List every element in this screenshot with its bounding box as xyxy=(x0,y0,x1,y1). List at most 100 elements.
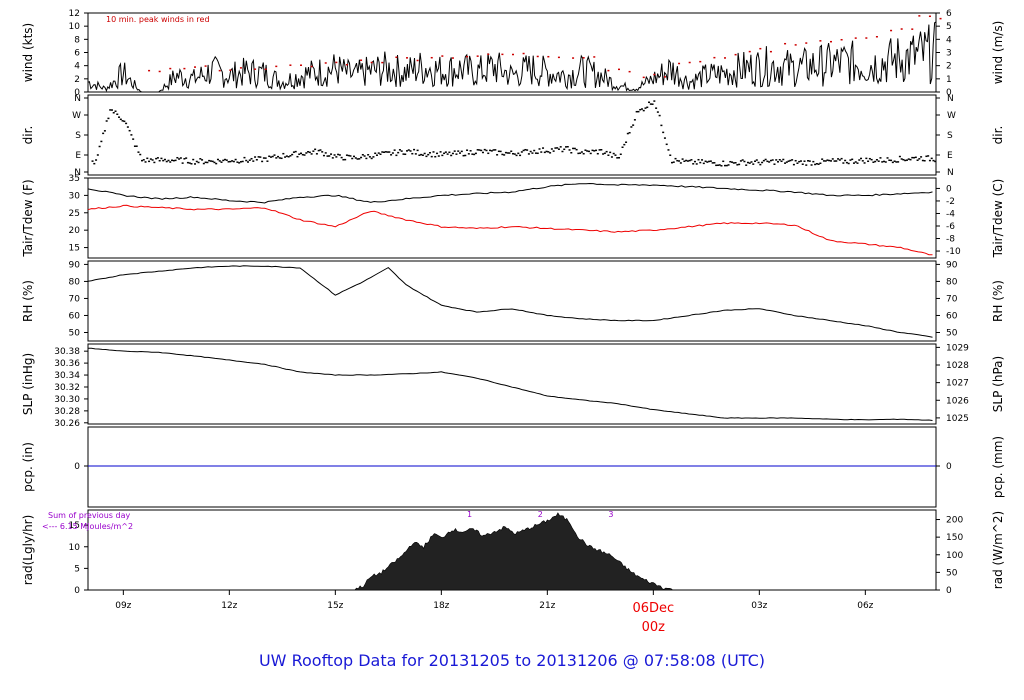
dir-point xyxy=(367,154,370,156)
dir-point xyxy=(708,160,711,163)
ytick-label: 30.30 xyxy=(54,395,80,405)
dir-point xyxy=(416,149,419,152)
ytick-label-right: 1027 xyxy=(946,379,969,389)
dir-point xyxy=(868,157,871,160)
peak-wind-point xyxy=(699,60,702,63)
ytick-label-right: 150 xyxy=(946,533,963,543)
peak-wind-point xyxy=(819,40,822,42)
dir-point xyxy=(139,153,142,156)
dir-point xyxy=(418,154,421,156)
dir-point xyxy=(616,157,619,159)
peak-wind-point xyxy=(713,56,716,59)
dir-point xyxy=(870,158,873,161)
xtick-label: 21z xyxy=(539,601,555,611)
dir-point xyxy=(176,156,179,159)
dir-point xyxy=(91,160,94,162)
dir-point xyxy=(471,153,474,155)
dir-point xyxy=(126,126,129,128)
peak-wind-point xyxy=(642,76,645,79)
dir-point xyxy=(487,152,490,155)
peak-wind-point xyxy=(618,68,620,71)
dir-point xyxy=(340,156,343,159)
ytick-label-right: E xyxy=(947,151,953,161)
dir-point xyxy=(895,161,898,163)
dir-point xyxy=(351,157,354,160)
dir-point xyxy=(602,153,605,155)
dir-point xyxy=(911,156,914,159)
dir-point xyxy=(496,154,499,156)
dir-point xyxy=(706,161,709,163)
dir-point xyxy=(522,149,525,152)
dir-point xyxy=(718,164,721,166)
dir-point xyxy=(317,149,320,152)
dir-point xyxy=(863,162,866,164)
ytick-label-right: 6 xyxy=(946,9,952,19)
dir-point xyxy=(787,160,790,162)
dir-point xyxy=(824,160,827,162)
dir-point xyxy=(151,159,154,161)
ytick-label-right: N xyxy=(947,94,954,104)
ytick-label-right: -8 xyxy=(946,235,955,245)
dir-point xyxy=(192,158,195,161)
dir-point xyxy=(439,151,442,153)
dir-point xyxy=(158,159,161,162)
dir-point xyxy=(752,163,755,165)
dir-point xyxy=(656,111,659,113)
dir-point xyxy=(227,161,230,163)
dir-point xyxy=(354,157,357,159)
ytick-label-right: 1025 xyxy=(946,414,969,424)
dir-point xyxy=(114,110,117,112)
dir-point xyxy=(540,151,543,153)
dir-point xyxy=(197,161,200,164)
dir-point xyxy=(614,154,617,156)
dir-point xyxy=(579,152,582,154)
dir-point xyxy=(512,152,514,155)
dir-point xyxy=(446,153,449,155)
ylabel-right: SLP (hPa) xyxy=(991,356,1005,412)
dir-point xyxy=(390,154,393,156)
dir-point xyxy=(844,159,847,162)
dir-point xyxy=(185,157,188,159)
dir-point xyxy=(559,146,562,148)
peak-wind-point xyxy=(430,56,433,59)
dir-point xyxy=(695,163,698,165)
dir-point xyxy=(807,160,810,162)
dir-point xyxy=(375,154,378,156)
dir-point xyxy=(144,161,147,163)
dir-point xyxy=(831,158,834,160)
dir-point xyxy=(662,131,665,134)
dir-point xyxy=(93,162,96,165)
ylabel-right: RH (%) xyxy=(991,280,1005,322)
dir-point xyxy=(102,132,105,135)
dir-point xyxy=(268,155,271,158)
dir-point xyxy=(363,155,366,157)
ytick-label: N xyxy=(74,94,81,104)
dir-point xyxy=(918,158,921,160)
dir-point xyxy=(501,153,504,156)
dir-point xyxy=(716,164,719,167)
dir-point xyxy=(473,153,476,156)
dir-point xyxy=(600,149,603,151)
dir-point xyxy=(570,152,573,154)
dir-point xyxy=(801,163,804,165)
ytick-label: 4 xyxy=(74,62,80,72)
dir-point xyxy=(469,150,472,152)
dir-point xyxy=(162,159,165,162)
dir-point xyxy=(534,152,537,154)
dir-point xyxy=(713,162,716,164)
ylabel-left: dir. xyxy=(21,126,35,145)
dir-point xyxy=(432,151,435,153)
ytick-label: 8 xyxy=(74,35,80,45)
dir-point xyxy=(883,160,885,163)
temp-series-line xyxy=(87,204,933,256)
ytick-label: 10 xyxy=(69,543,81,553)
peak-wind-point xyxy=(381,61,384,64)
dir-point xyxy=(667,149,670,151)
dir-point xyxy=(160,157,163,160)
dir-point xyxy=(284,156,287,158)
dir-point xyxy=(799,160,802,162)
dir-point xyxy=(660,124,663,127)
dir-point xyxy=(639,108,642,111)
dir-point xyxy=(361,153,364,156)
